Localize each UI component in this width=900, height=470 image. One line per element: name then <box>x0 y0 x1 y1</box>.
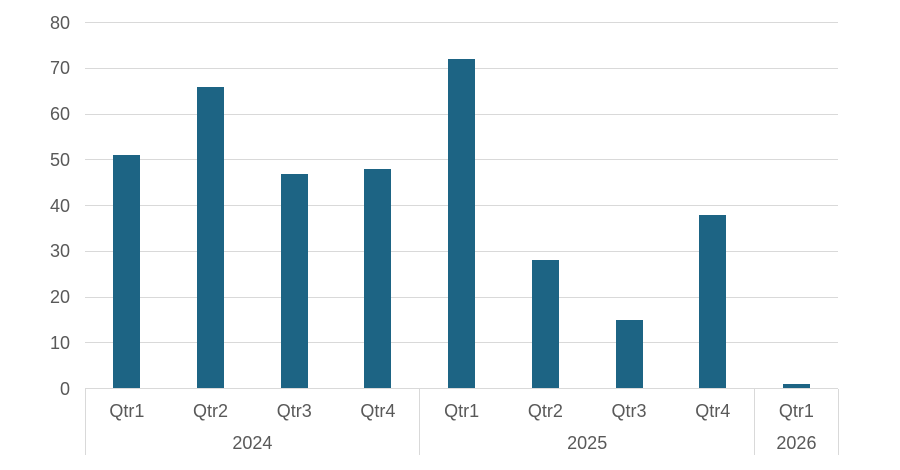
bar-2024-qtr1[interactable] <box>113 155 141 389</box>
bar-2026-qtr1[interactable] <box>782 383 810 389</box>
bar-2024-qtr2[interactable] <box>197 86 225 389</box>
bar-2024-qtr3[interactable] <box>280 173 308 389</box>
x-axis-quarter-label: Qtr1 <box>109 401 145 421</box>
category-group-divider-line <box>84 388 86 455</box>
x-axis-quarter-label: Qtr2 <box>527 401 563 421</box>
y-axis-tick-label: 30 <box>49 241 70 262</box>
gridline <box>85 22 839 24</box>
y-axis-tick-label: 70 <box>49 58 70 79</box>
category-group-divider-line <box>419 388 421 455</box>
x-axis-line <box>85 388 839 389</box>
y-axis-tick-label: 20 <box>49 287 70 308</box>
x-axis-quarter-label: Qtr1 <box>444 401 480 421</box>
y-axis-tick-label: 60 <box>49 104 70 125</box>
category-group-divider-line <box>837 388 839 455</box>
y-axis-tick-label: 10 <box>49 332 70 353</box>
x-axis-quarter-label: Qtr1 <box>778 401 814 421</box>
x-axis-quarter-label: Qtr2 <box>193 401 229 421</box>
x-axis-quarter-label: Qtr3 <box>611 401 647 421</box>
x-axis-year-label: 2025 <box>567 433 608 453</box>
x-axis-quarter-label: Qtr4 <box>695 401 731 421</box>
bar-2025-qtr1[interactable] <box>448 59 476 389</box>
x-axis-quarter-label: Qtr4 <box>360 401 396 421</box>
y-axis-tick-label: 50 <box>49 149 70 170</box>
bar-2024-qtr4[interactable] <box>364 169 392 389</box>
bar-2025-qtr3[interactable] <box>615 319 643 389</box>
y-axis-tick-label: 0 <box>59 378 70 399</box>
x-axis-year-label: 2024 <box>232 433 273 453</box>
category-group-divider-line <box>754 388 756 455</box>
y-axis-tick-label: 40 <box>49 195 70 216</box>
bar-2025-qtr2[interactable] <box>531 260 559 389</box>
x-axis-quarter-label: Qtr3 <box>276 401 312 421</box>
x-axis-year-label: 2026 <box>776 433 817 453</box>
y-axis-tick-label: 80 <box>49 12 70 33</box>
bar-2025-qtr4[interactable] <box>699 214 727 389</box>
